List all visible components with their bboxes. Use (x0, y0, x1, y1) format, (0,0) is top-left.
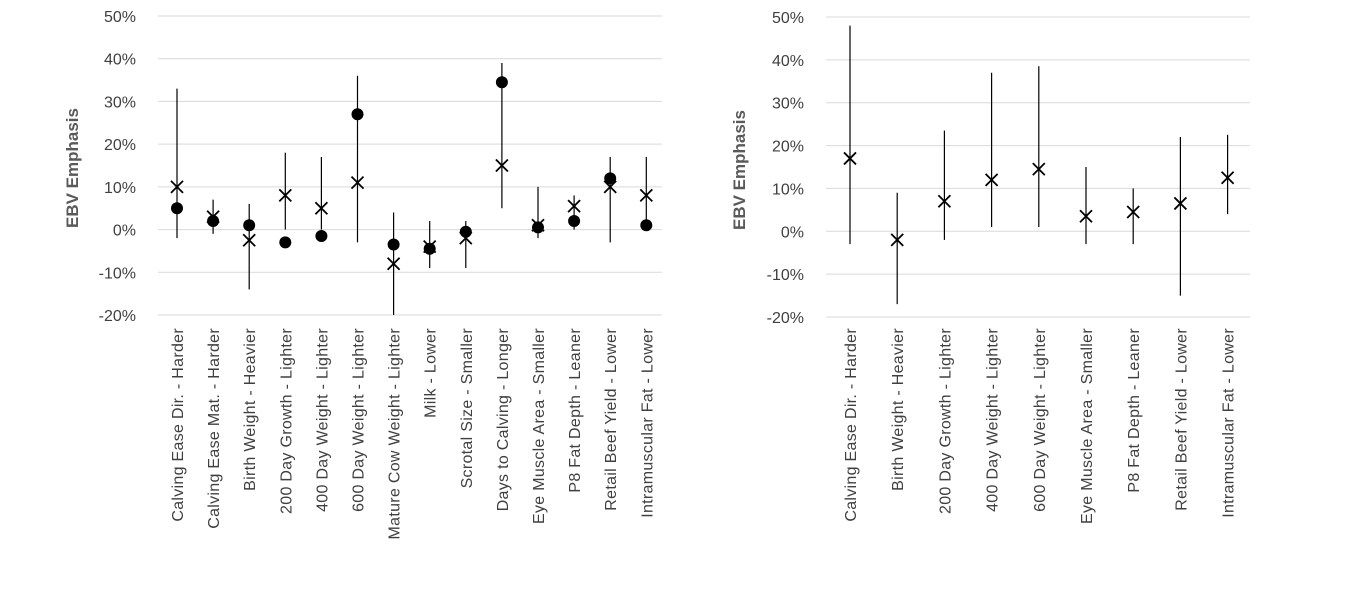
category-label: Scrotal Size - Smaller (459, 328, 476, 489)
dot-marker (495, 76, 508, 89)
dot-marker (604, 172, 617, 185)
category-label: Birth Weight - Heavier (890, 328, 907, 491)
x-marker (495, 158, 509, 173)
y-tick-label: 30% (104, 94, 136, 111)
dot-marker (532, 221, 544, 234)
x-marker (984, 173, 999, 187)
y-tick-label: 20% (104, 137, 136, 154)
dot-marker (459, 225, 472, 238)
y-tick-label: 40% (104, 52, 136, 69)
y-tick-label: 50% (104, 9, 136, 26)
x-marker (1126, 205, 1140, 219)
category-label: 200 Day Growth - Lighter (278, 328, 295, 514)
category-label: Eye Muscle Area - Smaller (1079, 328, 1096, 524)
x-marker (1079, 209, 1093, 223)
x-marker (350, 175, 365, 190)
category-label: 200 Day Growth - Lighter (937, 328, 954, 514)
dot-marker (315, 229, 328, 242)
y-axis-title: EBV Emphasis (63, 108, 82, 228)
y-tick-label: 10% (772, 181, 804, 198)
category-label: Calving Ease Mat. - Harder (206, 328, 223, 529)
category-label: P8 Fat Depth - Leaner (567, 328, 584, 493)
category-label: Mature Cow Weight - Lighter (387, 328, 404, 540)
category-label: Intramuscular Fat - Lower (1221, 328, 1238, 518)
x-marker (639, 188, 653, 203)
x-marker (1173, 196, 1188, 211)
x-marker (386, 257, 401, 271)
category-label: 600 Day Weight - Lighter (351, 328, 368, 512)
x-marker (890, 233, 904, 247)
dot-marker (207, 215, 220, 228)
y-tick-label: -20% (99, 308, 136, 325)
category-label: Calving Ease Dir. - Harder (843, 328, 860, 522)
y-tick-label: -10% (99, 265, 136, 282)
dot-marker (423, 242, 436, 255)
x-marker (1032, 162, 1046, 176)
x-marker (567, 199, 581, 213)
dot-marker (387, 238, 400, 251)
x-marker (603, 180, 617, 194)
dot-marker (243, 219, 256, 232)
x-marker (937, 194, 952, 208)
category-label: Days to Calving - Longer (495, 328, 512, 512)
y-tick-label: 30% (772, 96, 804, 113)
category-label: Intramuscular Fat - Lower (639, 328, 656, 518)
x-marker (314, 201, 329, 215)
category-label: 600 Day Weight - Lighter (1032, 328, 1049, 512)
dot-marker (279, 236, 292, 249)
x-marker (1220, 171, 1235, 185)
category-label: 400 Day Weight - Lighter (314, 328, 331, 512)
dot-marker (568, 215, 581, 228)
category-label: Milk - Lower (423, 328, 440, 418)
x-marker (170, 180, 184, 194)
y-tick-label: 0% (113, 223, 136, 240)
category-label: Retail Beef Yield - Lower (603, 328, 620, 511)
x-marker (278, 188, 292, 203)
y-tick-label: 0% (781, 224, 804, 241)
y-tick-label: -10% (767, 267, 804, 284)
category-label: Retail Beef Yield - Lower (1173, 328, 1190, 511)
y-axis-title: EBV Emphasis (730, 110, 749, 230)
y-tick-label: 50% (772, 10, 804, 27)
category-label: Birth Weight - Heavier (242, 328, 259, 491)
dot-marker (171, 202, 183, 215)
dot-marker (351, 108, 364, 121)
x-marker (843, 151, 857, 166)
category-label: 400 Day Weight - Lighter (985, 328, 1002, 512)
y-tick-label: 20% (772, 139, 804, 156)
category-label: P8 Fat Depth - Leaner (1126, 328, 1143, 493)
category-label: Calving Ease Dir. - Harder (170, 328, 187, 522)
x-marker (242, 233, 256, 247)
y-tick-label: -20% (767, 310, 804, 327)
dot-marker (640, 219, 653, 232)
category-label: Eye Muscle Area - Smaller (531, 328, 548, 524)
y-tick-label: 40% (772, 53, 804, 70)
y-tick-label: 10% (104, 180, 136, 197)
